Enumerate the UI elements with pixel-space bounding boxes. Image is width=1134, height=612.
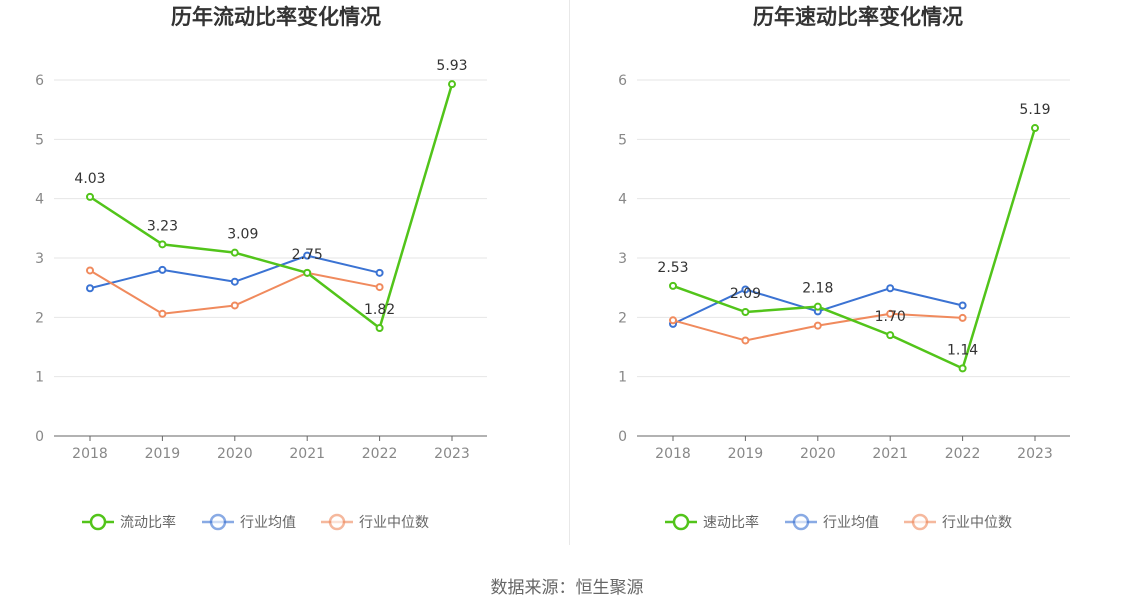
quick-ratio-chart-panel: 历年速动比率变化情况 0 1 2 3 4 5 6 2018 2019 2020 2021 2022 202… bbox=[567, 0, 1134, 560]
data-point-company bbox=[86, 192, 94, 201]
data-point-avg bbox=[375, 268, 384, 277]
y-tick-label: 4 bbox=[35, 192, 44, 208]
data-point-company bbox=[669, 281, 677, 290]
x-tick-label: 2023 bbox=[1017, 446, 1053, 462]
data-point-median bbox=[741, 336, 750, 345]
data-point-median bbox=[86, 266, 94, 275]
data-point-company bbox=[448, 80, 456, 89]
y-tick-label: 4 bbox=[618, 192, 627, 208]
x-tick-label: 2021 bbox=[872, 446, 908, 462]
x-tick-label: 2018 bbox=[72, 446, 108, 462]
legend-marker bbox=[209, 513, 227, 531]
legend-marker bbox=[911, 513, 929, 531]
data-label: 2.18 bbox=[802, 281, 833, 297]
data-point-median bbox=[886, 309, 895, 318]
chart-title: 历年流动比率变化情况 bbox=[171, 5, 381, 29]
data-point-company bbox=[813, 302, 822, 311]
x-tick-label: 2022 bbox=[945, 446, 981, 462]
y-tick-label: 6 bbox=[35, 73, 44, 89]
data-label: 2.53 bbox=[657, 260, 688, 276]
data-point-company bbox=[741, 307, 750, 316]
legend-marker bbox=[328, 513, 346, 531]
x-tick-label: 2019 bbox=[728, 446, 764, 462]
x-tick-label: 2019 bbox=[145, 446, 181, 462]
data-source-label: 数据来源：恒生聚源 bbox=[490, 578, 644, 598]
data-label: 5.93 bbox=[436, 58, 467, 74]
y-tick-label: 5 bbox=[35, 132, 44, 148]
data-label: 1.82 bbox=[364, 302, 395, 318]
y-tick-label: 2 bbox=[35, 310, 44, 326]
y-tick-label: 5 bbox=[618, 132, 627, 148]
quick-ratio-chart: 历年速动比率变化情况 0 1 2 3 4 5 6 2018 2019 2020 2021 2022 202… bbox=[618, 5, 1070, 531]
data-point-company bbox=[958, 364, 967, 373]
series-line-company bbox=[672, 127, 1037, 370]
chart-group: 历年流动比率变化情况 0 1 2 3 4 5 6 2018 2019 2020 2021 2022 202… bbox=[35, 5, 487, 531]
x-tick-label: 2021 bbox=[289, 446, 325, 462]
y-tick-label: 3 bbox=[618, 251, 627, 267]
y-tick-label: 2 bbox=[618, 310, 627, 326]
data-point-median bbox=[230, 301, 239, 310]
chart-group: 历年速动比率变化情况 0 1 2 3 4 5 6 2018 2019 2020 2021 2022 202… bbox=[618, 5, 1070, 531]
data-point-company bbox=[375, 324, 384, 333]
x-tick-label: 2020 bbox=[217, 446, 253, 462]
data-label: 2.09 bbox=[730, 286, 761, 302]
y-tick-label: 0 bbox=[618, 429, 627, 445]
y-tick-label: 0 bbox=[35, 429, 44, 445]
data-point-avg bbox=[230, 277, 239, 286]
data-label: 4.03 bbox=[74, 171, 105, 187]
y-tick-label: 1 bbox=[618, 370, 627, 386]
legend-marker bbox=[792, 513, 810, 531]
y-tick-label: 1 bbox=[35, 370, 44, 386]
data-point-median bbox=[375, 283, 384, 292]
legend-item-company: 速动比率 bbox=[665, 513, 759, 531]
y-tick-label: 3 bbox=[35, 251, 44, 267]
data-point-median bbox=[813, 321, 822, 330]
x-tick-label: 2023 bbox=[434, 446, 470, 462]
x-tick-label: 2022 bbox=[362, 446, 398, 462]
data-label: 1.70 bbox=[875, 309, 906, 325]
y-tick-label: 6 bbox=[618, 73, 627, 89]
data-point-company bbox=[230, 248, 239, 257]
series-line-company bbox=[89, 83, 454, 330]
data-point-avg bbox=[86, 284, 94, 293]
data-label: 2.75 bbox=[292, 247, 323, 263]
data-point-company bbox=[303, 268, 312, 277]
data-point-avg bbox=[958, 301, 967, 310]
legend-item-avg: 行业均值 bbox=[202, 513, 296, 531]
legend-label: 行业中位数 bbox=[942, 515, 1012, 531]
data-point-company bbox=[886, 331, 895, 340]
current-ratio-chart: 历年流动比率变化情况 0 1 2 3 4 5 6 2018 2019 2020 2021 2022 202… bbox=[35, 5, 487, 531]
data-label: 3.09 bbox=[227, 227, 258, 243]
data-point-avg bbox=[303, 251, 312, 260]
legend-label: 行业均值 bbox=[240, 515, 296, 531]
chart-title: 历年速动比率变化情况 bbox=[753, 5, 963, 29]
legend-item-avg: 行业均值 bbox=[785, 513, 879, 531]
data-point-median bbox=[669, 316, 677, 325]
panel-divider bbox=[569, 0, 570, 545]
x-tick-label: 2020 bbox=[800, 446, 836, 462]
current-ratio-chart-panel: 历年流动比率变化情况 0 1 2 3 4 5 6 2018 2019 2020 2021 2022 202… bbox=[0, 0, 567, 560]
x-tick-label: 2018 bbox=[655, 446, 691, 462]
data-point-avg bbox=[741, 285, 750, 294]
legend-label: 流动比率 bbox=[120, 514, 176, 531]
legend-label: 行业中位数 bbox=[359, 515, 429, 531]
legend-marker bbox=[89, 513, 107, 531]
data-label: 5.19 bbox=[1019, 102, 1050, 118]
data-label: 3.23 bbox=[147, 218, 178, 234]
data-point-avg bbox=[158, 265, 167, 274]
data-label: 1.14 bbox=[947, 342, 978, 358]
legend-label: 速动比率 bbox=[703, 514, 759, 531]
legend-item-median: 行业中位数 bbox=[904, 513, 1012, 531]
legend-item-company: 流动比率 bbox=[82, 513, 176, 531]
data-point-avg bbox=[886, 284, 895, 293]
data-point-median bbox=[158, 309, 167, 318]
legend-marker bbox=[672, 513, 690, 531]
data-point-median bbox=[958, 313, 967, 322]
data-point-company bbox=[1031, 124, 1039, 133]
legend-label: 行业均值 bbox=[823, 515, 879, 531]
legend-item-median: 行业中位数 bbox=[321, 513, 429, 531]
data-point-company bbox=[158, 240, 167, 249]
